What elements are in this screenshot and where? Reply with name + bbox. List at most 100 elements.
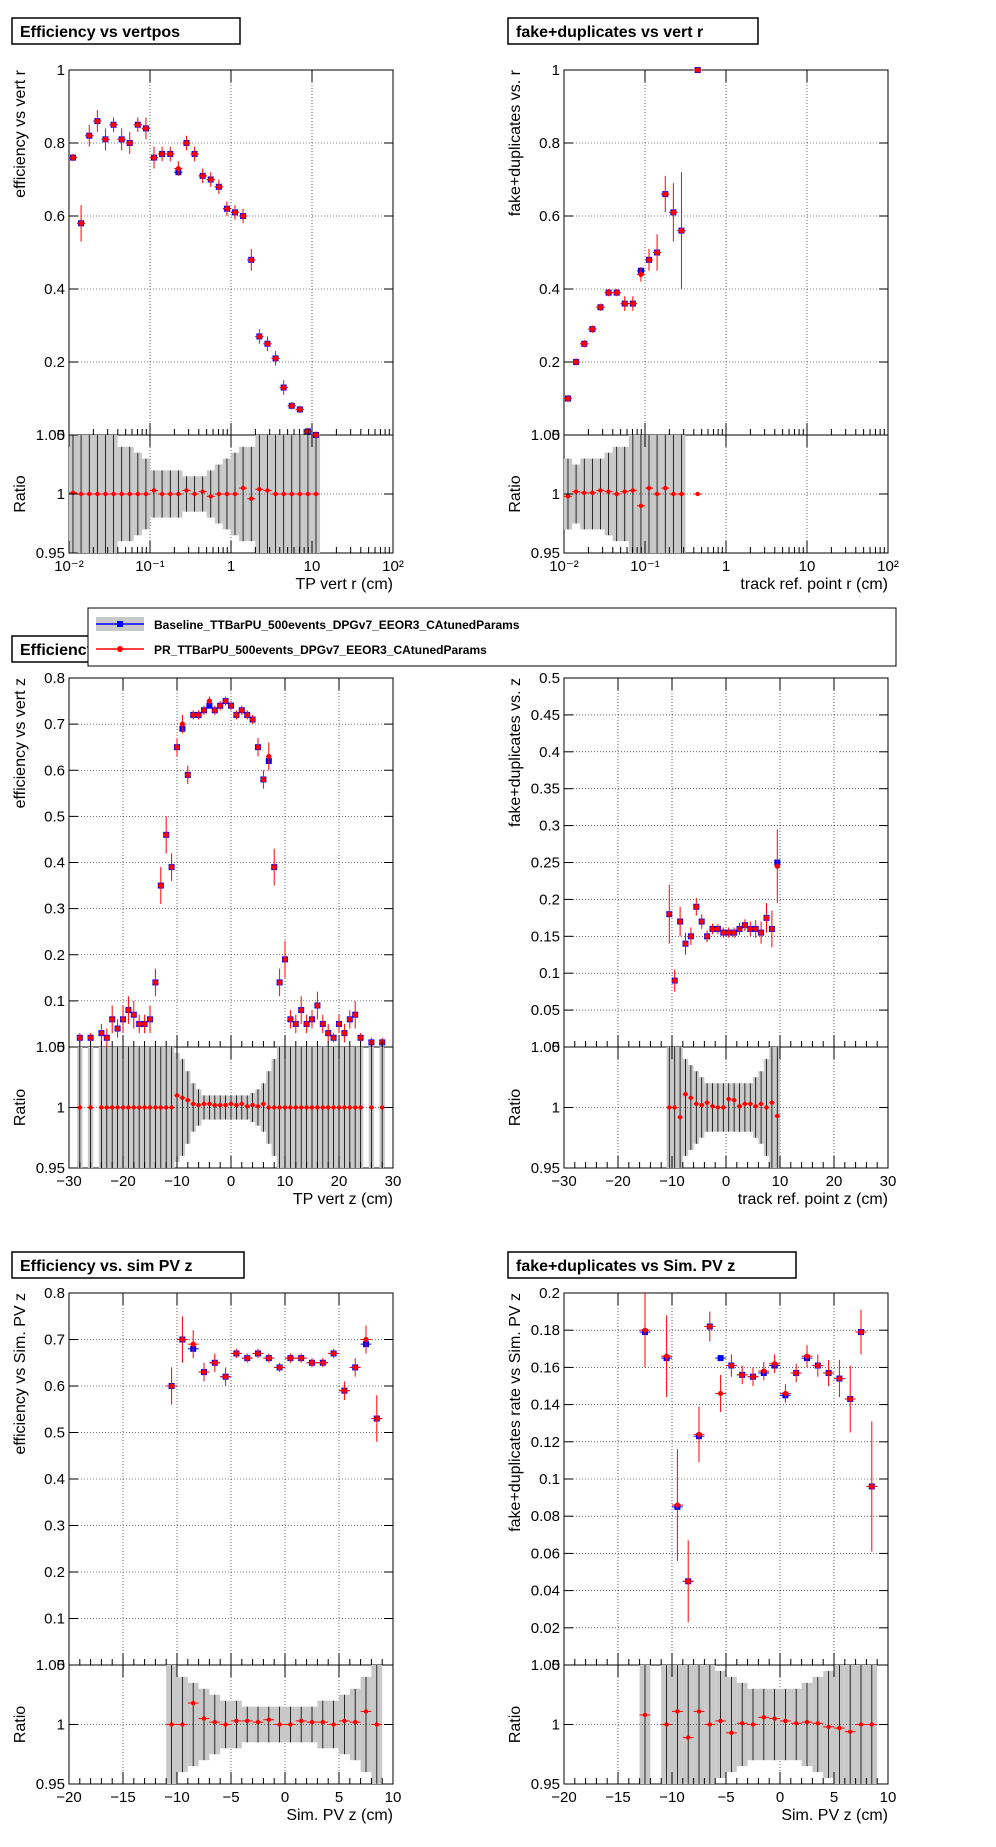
ratio-point (342, 1105, 347, 1110)
ratio-point (208, 494, 213, 499)
ratio-point (837, 1725, 842, 1731)
x-tick-label: −10 (164, 1173, 189, 1190)
chart-title: fake+duplicates vs vert r (516, 24, 703, 41)
pr-point (597, 304, 604, 310)
ratio-point (158, 1105, 163, 1110)
pr-point (763, 915, 770, 921)
x-tick-label: 0 (776, 1789, 784, 1806)
ratio-point (858, 1722, 864, 1727)
pr-point (685, 1578, 691, 1584)
pr-point (266, 1355, 272, 1361)
pr-point (325, 1030, 331, 1036)
pr-point (169, 1383, 175, 1389)
x-tick-label: 20 (826, 1173, 843, 1190)
ratio-point (740, 1721, 745, 1726)
ratio-point (168, 491, 173, 497)
pr-point (102, 136, 109, 142)
ratio-tick-label: 1.05 (531, 1657, 560, 1674)
ratio-point (342, 1718, 347, 1724)
ratio-point (675, 1709, 680, 1714)
ratio-point (159, 491, 165, 497)
ratio-point (374, 1722, 379, 1727)
ratio-point (103, 491, 108, 497)
ratio-tick-label: 0.95 (531, 545, 560, 562)
pr-point (704, 933, 710, 939)
y-tick-label: 0.4 (539, 744, 560, 761)
y-tick-label: 0.2 (44, 354, 65, 371)
ratio-point (804, 1719, 810, 1725)
y-tick-label: 0.14 (531, 1397, 560, 1414)
x-tick-label: −10 (164, 1789, 189, 1806)
chart-title: Efficiency vs. sim PV z (20, 1258, 193, 1275)
ratio-axis-label: Ratio (507, 475, 524, 512)
x-axis-label: track ref. point r (cm) (740, 576, 888, 593)
x-axis-label: Sim. PV z (cm) (286, 1807, 393, 1824)
pr-point (642, 1327, 648, 1333)
y-tick-label: 0.2 (44, 1564, 65, 1581)
pr-point (293, 1021, 299, 1027)
ratio-tick-label: 1 (57, 1100, 65, 1117)
x-tick-label: 10 (799, 558, 816, 575)
ratio-tick-label: 1 (57, 1717, 65, 1734)
y-tick-label: 0.3 (44, 901, 65, 918)
ratio-point (331, 1722, 336, 1727)
ratio-point (748, 1101, 753, 1107)
pr-point (682, 941, 689, 947)
ratio-point (358, 1105, 363, 1110)
ratio-point (848, 1729, 853, 1734)
pr-point (264, 341, 271, 347)
ratio-point (212, 1102, 217, 1108)
ratio-point (761, 1715, 766, 1720)
ratio-point (131, 1105, 136, 1110)
pr-point (277, 979, 283, 986)
ratio-point (326, 1105, 331, 1110)
y-tick-label: 0.7 (44, 716, 65, 733)
pr-point (589, 326, 595, 332)
ratio-axis-label: Ratio (507, 1706, 524, 1743)
ratio-tick-label: 1 (57, 486, 65, 503)
ratio-point (120, 1105, 126, 1110)
pr-point (298, 1007, 304, 1013)
pr-point (239, 707, 245, 713)
pr-point (638, 271, 644, 277)
ratio-point (88, 1105, 93, 1110)
ratio-point (671, 491, 676, 497)
y-tick-label: 0.15 (531, 928, 560, 945)
pr-point (374, 1415, 380, 1422)
ratio-point (277, 1722, 282, 1727)
ratio-point (196, 1102, 201, 1108)
x-tick-label: −10 (659, 1789, 684, 1806)
ratio-point (111, 491, 116, 497)
pr-point (565, 395, 571, 402)
ratio-point (696, 1709, 702, 1714)
pr-point (174, 744, 180, 750)
y-tick-label: 0.4 (44, 1471, 65, 1488)
pr-point (287, 1016, 293, 1022)
ratio-point (304, 1105, 309, 1110)
x-tick-label: 5 (335, 1789, 343, 1806)
pr-point (696, 1431, 702, 1437)
pr-point (88, 1035, 94, 1041)
ratio-point (234, 1102, 239, 1108)
ratio-point (257, 487, 262, 492)
y-tick-label: 0.06 (531, 1545, 560, 1562)
y-tick-label: 0.8 (44, 135, 65, 152)
pr-point (206, 698, 212, 704)
ratio-point (239, 1101, 244, 1107)
pr-point (352, 1012, 358, 1018)
ratio-point (380, 1105, 385, 1110)
pr-point (255, 1350, 261, 1357)
pr-point (281, 384, 287, 391)
ratio-point (143, 491, 149, 497)
pr-point (287, 1355, 293, 1361)
ratio-point (266, 1717, 271, 1722)
pr-point (654, 249, 660, 256)
y-tick-label: 0 (57, 1657, 65, 1674)
x-tick-label: −20 (110, 1173, 135, 1190)
ratio-point (192, 491, 197, 497)
pr-point (98, 1030, 104, 1036)
y-tick-label: 0.2 (539, 1285, 560, 1302)
ratio-point (249, 496, 254, 501)
pr-point (336, 1021, 342, 1027)
